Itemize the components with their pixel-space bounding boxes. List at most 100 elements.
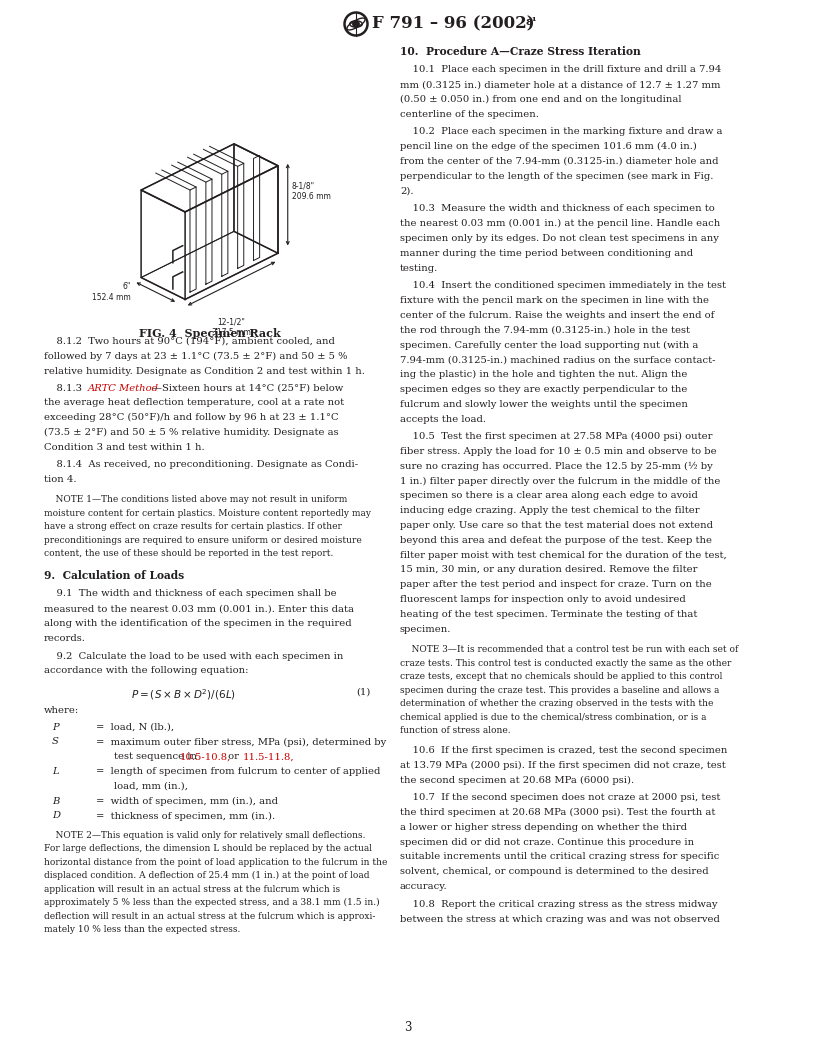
Text: 10.1  Place each specimen in the drill fixture and drill a 7.94: 10.1 Place each specimen in the drill fi… (400, 65, 721, 74)
Text: craze tests, except that no chemicals should be applied to this control: craze tests, except that no chemicals sh… (400, 673, 722, 681)
Text: the second specimen at 20.68 MPa (6000 psi).: the second specimen at 20.68 MPa (6000 p… (400, 775, 634, 785)
Text: =  width of specimen, mm (in.), and: = width of specimen, mm (in.), and (96, 796, 278, 806)
Text: deflection will result in an actual stress at the fulcrum which is approxi-: deflection will result in an actual stre… (44, 911, 375, 921)
Text: 10.5  Test the first specimen at 27.58 MPa (4000 psi) outer: 10.5 Test the first specimen at 27.58 MP… (400, 432, 712, 441)
Text: relative humidity. Designate as Condition 2 and test within 1 h.: relative humidity. Designate as Conditio… (44, 366, 365, 376)
Text: center of the fulcrum. Raise the weights and insert the end of: center of the fulcrum. Raise the weights… (400, 310, 714, 320)
Text: test sequence in: test sequence in (114, 752, 200, 761)
Text: specimen edges so they are exactly perpendicular to the: specimen edges so they are exactly perpe… (400, 385, 687, 394)
Text: application will result in an actual stress at the fulcrum which is: application will result in an actual str… (44, 885, 340, 893)
Text: 12-1/2"
317.5 mm: 12-1/2" 317.5 mm (212, 318, 251, 337)
Text: centerline of the specimen.: centerline of the specimen. (400, 110, 539, 118)
Text: content, the use of these should be reported in the test report.: content, the use of these should be repo… (44, 549, 334, 559)
Text: horizontal distance from the point of load application to the fulcrum in the: horizontal distance from the point of lo… (44, 857, 388, 867)
Text: 2).: 2). (400, 187, 414, 195)
Text: 9.  Calculation of Loads: 9. Calculation of Loads (44, 570, 184, 581)
Text: moisture content for certain plastics. Moisture content reportedly may: moisture content for certain plastics. M… (44, 509, 371, 517)
Text: the rod through the 7.94-mm (0.3125-in.) hole in the test: the rod through the 7.94-mm (0.3125-in.)… (400, 325, 690, 335)
Text: followed by 7 days at 23 ± 1.1°C (73.5 ± 2°F) and 50 ± 5 %: followed by 7 days at 23 ± 1.1°C (73.5 ±… (44, 352, 348, 361)
Circle shape (353, 21, 359, 27)
Text: the average heat deflection temperature, cool at a rate not: the average heat deflection temperature,… (44, 398, 344, 408)
Text: specimen during the craze test. This provides a baseline and allows a: specimen during the craze test. This pro… (400, 686, 720, 695)
Text: 9.2  Calculate the load to be used with each specimen in: 9.2 Calculate the load to be used with e… (44, 652, 344, 661)
Text: sure no crazing has occurred. Place the 12.5 by 25-mm (½ by: sure no crazing has occurred. Place the … (400, 461, 712, 471)
Text: (0.50 ± 0.050 in.) from one end and on the longitudinal: (0.50 ± 0.050 in.) from one end and on t… (400, 95, 681, 103)
Text: craze tests. This control test is conducted exactly the same as the other: craze tests. This control test is conduc… (400, 659, 731, 667)
Text: 10.8  Report the critical crazing stress as the stress midway: 10.8 Report the critical crazing stress … (400, 900, 717, 909)
Text: solvent, chemical, or compound is determined to the desired: solvent, chemical, or compound is determ… (400, 867, 708, 876)
Text: 8.1.2  Two hours at 90°C (194°F), ambient cooled, and: 8.1.2 Two hours at 90°C (194°F), ambient… (44, 337, 335, 346)
Text: manner during the time period between conditioning and: manner during the time period between co… (400, 249, 693, 258)
Text: 8.1.4  As received, no preconditioning. Designate as Condi-: 8.1.4 As received, no preconditioning. D… (44, 459, 358, 469)
Text: fluorescent lamps for inspection only to avoid undesired: fluorescent lamps for inspection only to… (400, 596, 685, 604)
Text: approximately 5 % less than the expected stress, and a 38.1 mm (1.5 in.): approximately 5 % less than the expected… (44, 899, 379, 907)
Text: specimen only by its edges. Do not clean test specimens in any: specimen only by its edges. Do not clean… (400, 234, 719, 243)
Text: (73.5 ± 2°F) and 50 ± 5 % relative humidity. Designate as: (73.5 ± 2°F) and 50 ± 5 % relative humid… (44, 428, 339, 437)
Text: specimen.: specimen. (400, 625, 451, 634)
Text: For large deflections, the dimension L should be replaced by the actual: For large deflections, the dimension L s… (44, 844, 372, 853)
Text: 9.1  The width and thickness of each specimen shall be: 9.1 The width and thickness of each spec… (44, 589, 337, 599)
Text: 6"
152.4 mm: 6" 152.4 mm (92, 282, 131, 302)
Text: function of stress alone.: function of stress alone. (400, 727, 511, 735)
Text: paper only. Use care so that the test material does not extend: paper only. Use care so that the test ma… (400, 521, 713, 530)
Text: ε¹: ε¹ (526, 16, 537, 27)
Text: displaced condition. A deflection of 25.4 mm (1 in.) at the point of load: displaced condition. A deflection of 25.… (44, 871, 370, 881)
Text: =  load, N (lb.),: = load, N (lb.), (96, 722, 174, 732)
Text: specimen so there is a clear area along each edge to avoid: specimen so there is a clear area along … (400, 491, 698, 501)
Text: =  length of specimen from fulcrum to center of applied: = length of specimen from fulcrum to cen… (96, 767, 380, 776)
Text: 10.5-10.8,: 10.5-10.8, (180, 752, 231, 761)
Text: 10.  Procedure A—Craze Stress Iteration: 10. Procedure A—Craze Stress Iteration (400, 46, 641, 57)
Text: 11.5-11.8,: 11.5-11.8, (242, 752, 294, 761)
Text: fixture with the pencil mark on the specimen in line with the: fixture with the pencil mark on the spec… (400, 296, 709, 305)
Text: the third specimen at 20.68 MPa (3000 psi). Test the fourth at: the third specimen at 20.68 MPa (3000 ps… (400, 808, 716, 817)
Text: D: D (52, 811, 60, 821)
Text: exceeding 28°C (50°F)/h and follow by 96 h at 23 ± 1.1°C: exceeding 28°C (50°F)/h and follow by 96… (44, 413, 339, 422)
Text: mm (0.3125 in.) diameter hole at a distance of 12.7 ± 1.27 mm: mm (0.3125 in.) diameter hole at a dista… (400, 80, 721, 89)
Text: 7.94-mm (0.3125-in.) machined radius on the surface contact-: 7.94-mm (0.3125-in.) machined radius on … (400, 355, 716, 364)
Text: inducing edge crazing. Apply the test chemical to the filter: inducing edge crazing. Apply the test ch… (400, 506, 699, 515)
Text: from the center of the 7.94-mm (0.3125-in.) diameter hole and: from the center of the 7.94-mm (0.3125-i… (400, 157, 719, 166)
Text: pencil line on the edge of the specimen 101.6 mm (4.0 in.): pencil line on the edge of the specimen … (400, 143, 697, 151)
Text: preconditionings are required to ensure uniform or desired moisture: preconditionings are required to ensure … (44, 535, 361, 545)
Text: heating of the test specimen. Terminate the testing of that: heating of the test specimen. Terminate … (400, 610, 698, 619)
Text: —Sixteen hours at 14°C (25°F) below: —Sixteen hours at 14°C (25°F) below (152, 383, 343, 393)
Text: paper after the test period and inspect for craze. Turn on the: paper after the test period and inspect … (400, 581, 712, 589)
Text: S: S (52, 737, 59, 747)
Text: determination of whether the crazing observed in the tests with the: determination of whether the crazing obs… (400, 699, 713, 709)
Text: specimen did or did not craze. Continue this procedure in: specimen did or did not craze. Continue … (400, 837, 694, 847)
Text: where:: where: (44, 706, 79, 715)
Text: Condition 3 and test within 1 h.: Condition 3 and test within 1 h. (44, 442, 205, 452)
Text: =  thickness of specimen, mm (in.).: = thickness of specimen, mm (in.). (96, 811, 275, 821)
Text: 3: 3 (404, 1021, 412, 1034)
Text: beyond this area and defeat the purpose of the test. Keep the: beyond this area and defeat the purpose … (400, 535, 712, 545)
Text: F 791 – 96 (2002): F 791 – 96 (2002) (372, 15, 534, 32)
Text: records.: records. (44, 634, 86, 643)
Text: =  maximum outer fiber stress, MPa (psi), determined by: = maximum outer fiber stress, MPa (psi),… (96, 737, 386, 747)
Text: along with the identification of the specimen in the required: along with the identification of the spe… (44, 619, 352, 628)
Text: NOTE 3—It is recommended that a control test be run with each set of: NOTE 3—It is recommended that a control … (400, 645, 738, 655)
Text: measured to the nearest 0.03 mm (0.001 in.). Enter this data: measured to the nearest 0.03 mm (0.001 i… (44, 604, 354, 614)
Text: accuracy.: accuracy. (400, 882, 448, 891)
Text: tion 4.: tion 4. (44, 474, 77, 484)
Text: perpendicular to the length of the specimen (see mark in Fig.: perpendicular to the length of the speci… (400, 172, 713, 181)
Text: 10.7  If the second specimen does not craze at 2000 psi, test: 10.7 If the second specimen does not cra… (400, 793, 721, 803)
Text: accepts the load.: accepts the load. (400, 415, 486, 423)
Text: (1): (1) (357, 687, 371, 696)
Text: at 13.79 MPa (2000 psi). If the first specimen did not craze, test: at 13.79 MPa (2000 psi). If the first sp… (400, 760, 725, 770)
Text: testing.: testing. (400, 264, 438, 272)
Text: $P = (S \times B \times D^2)/(6L)$: $P = (S \times B \times D^2)/(6L)$ (131, 687, 236, 702)
Text: filter paper moist with test chemical for the duration of the test,: filter paper moist with test chemical fo… (400, 550, 727, 560)
Text: fiber stress. Apply the load for 10 ± 0.5 min and observe to be: fiber stress. Apply the load for 10 ± 0.… (400, 447, 716, 456)
Text: FIG. 4  Specimen Rack: FIG. 4 Specimen Rack (139, 328, 281, 339)
Text: load, mm (in.),: load, mm (in.), (114, 781, 188, 791)
Text: ing the plastic) in the hole and tighten the nut. Align the: ing the plastic) in the hole and tighten… (400, 370, 687, 379)
Text: a lower or higher stress depending on whether the third: a lower or higher stress depending on wh… (400, 823, 687, 832)
Text: 10.6  If the first specimen is crazed, test the second specimen: 10.6 If the first specimen is crazed, te… (400, 746, 727, 755)
Text: mately 10 % less than the expected stress.: mately 10 % less than the expected stres… (44, 925, 241, 935)
Text: P: P (52, 722, 59, 732)
Text: 10.3  Measure the width and thickness of each specimen to: 10.3 Measure the width and thickness of … (400, 205, 715, 213)
Text: 10.4  Insert the conditioned specimen immediately in the test: 10.4 Insert the conditioned specimen imm… (400, 281, 726, 290)
Text: 1 in.) filter paper directly over the fulcrum in the middle of the: 1 in.) filter paper directly over the fu… (400, 476, 721, 486)
Text: 10.2  Place each specimen in the marking fixture and draw a: 10.2 Place each specimen in the marking … (400, 128, 722, 136)
Text: suitable increments until the critical crazing stress for specific: suitable increments until the critical c… (400, 852, 720, 862)
